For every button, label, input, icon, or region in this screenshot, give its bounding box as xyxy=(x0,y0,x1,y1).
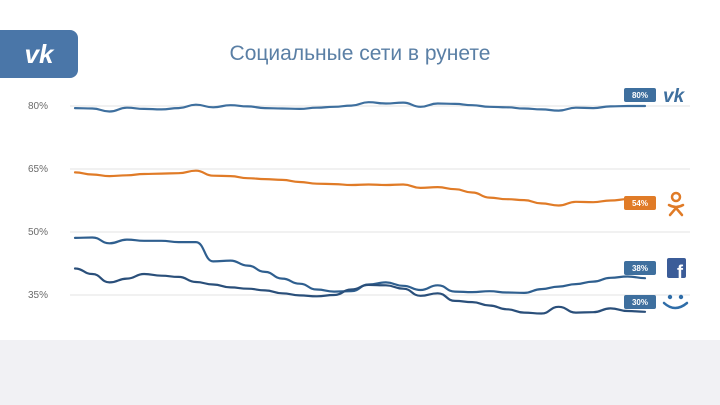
series-lines xyxy=(73,101,647,315)
end-label-badge: 38% xyxy=(624,261,656,275)
vk-logo-icon: vk xyxy=(25,39,55,69)
y-tick-label: 35% xyxy=(28,290,48,301)
series-line xyxy=(73,169,647,207)
odnoklassniki-icon xyxy=(667,191,685,217)
series-line xyxy=(73,236,647,294)
slide: vk Социальные сети в рунете 80% 65% 50% 35%… xyxy=(0,0,720,340)
badge-value: 54% xyxy=(632,199,648,208)
svg-text:f: f xyxy=(677,262,684,282)
svg-text:vk: vk xyxy=(663,86,686,107)
network-icons: vk f xyxy=(662,86,689,310)
y-axis-ticks: 80% 65% 50% 35% xyxy=(28,101,48,301)
y-tick-label: 80% xyxy=(28,101,48,112)
end-label-badge: 30% xyxy=(624,295,656,309)
line-chart: 80% 65% 50% 35% 80% 54% 38% 30% vk f xyxy=(28,86,690,315)
series-line xyxy=(73,101,647,113)
end-label-badge: 80% xyxy=(624,88,656,102)
badge-value: 30% xyxy=(632,298,648,307)
badge-value: 38% xyxy=(632,264,648,273)
vk-logo: vk xyxy=(0,30,78,78)
facebook-icon: f xyxy=(667,258,686,282)
y-tick-label: 50% xyxy=(28,227,48,238)
series-line xyxy=(73,267,647,315)
end-labels: 80% 54% 38% 30% xyxy=(624,88,656,309)
badge-box xyxy=(624,295,656,309)
moimir-icon xyxy=(662,294,689,310)
badge-box xyxy=(624,88,656,102)
end-label-badge: 54% xyxy=(624,196,656,210)
vk-icon: vk xyxy=(663,86,686,107)
y-tick-label: 65% xyxy=(28,164,48,175)
grid xyxy=(70,105,690,296)
badge-box xyxy=(624,196,656,210)
page-title: Социальные сети в рунете xyxy=(229,42,491,65)
badge-box xyxy=(624,261,656,275)
svg-text:vk: vk xyxy=(25,39,55,69)
badge-value: 80% xyxy=(632,91,648,100)
